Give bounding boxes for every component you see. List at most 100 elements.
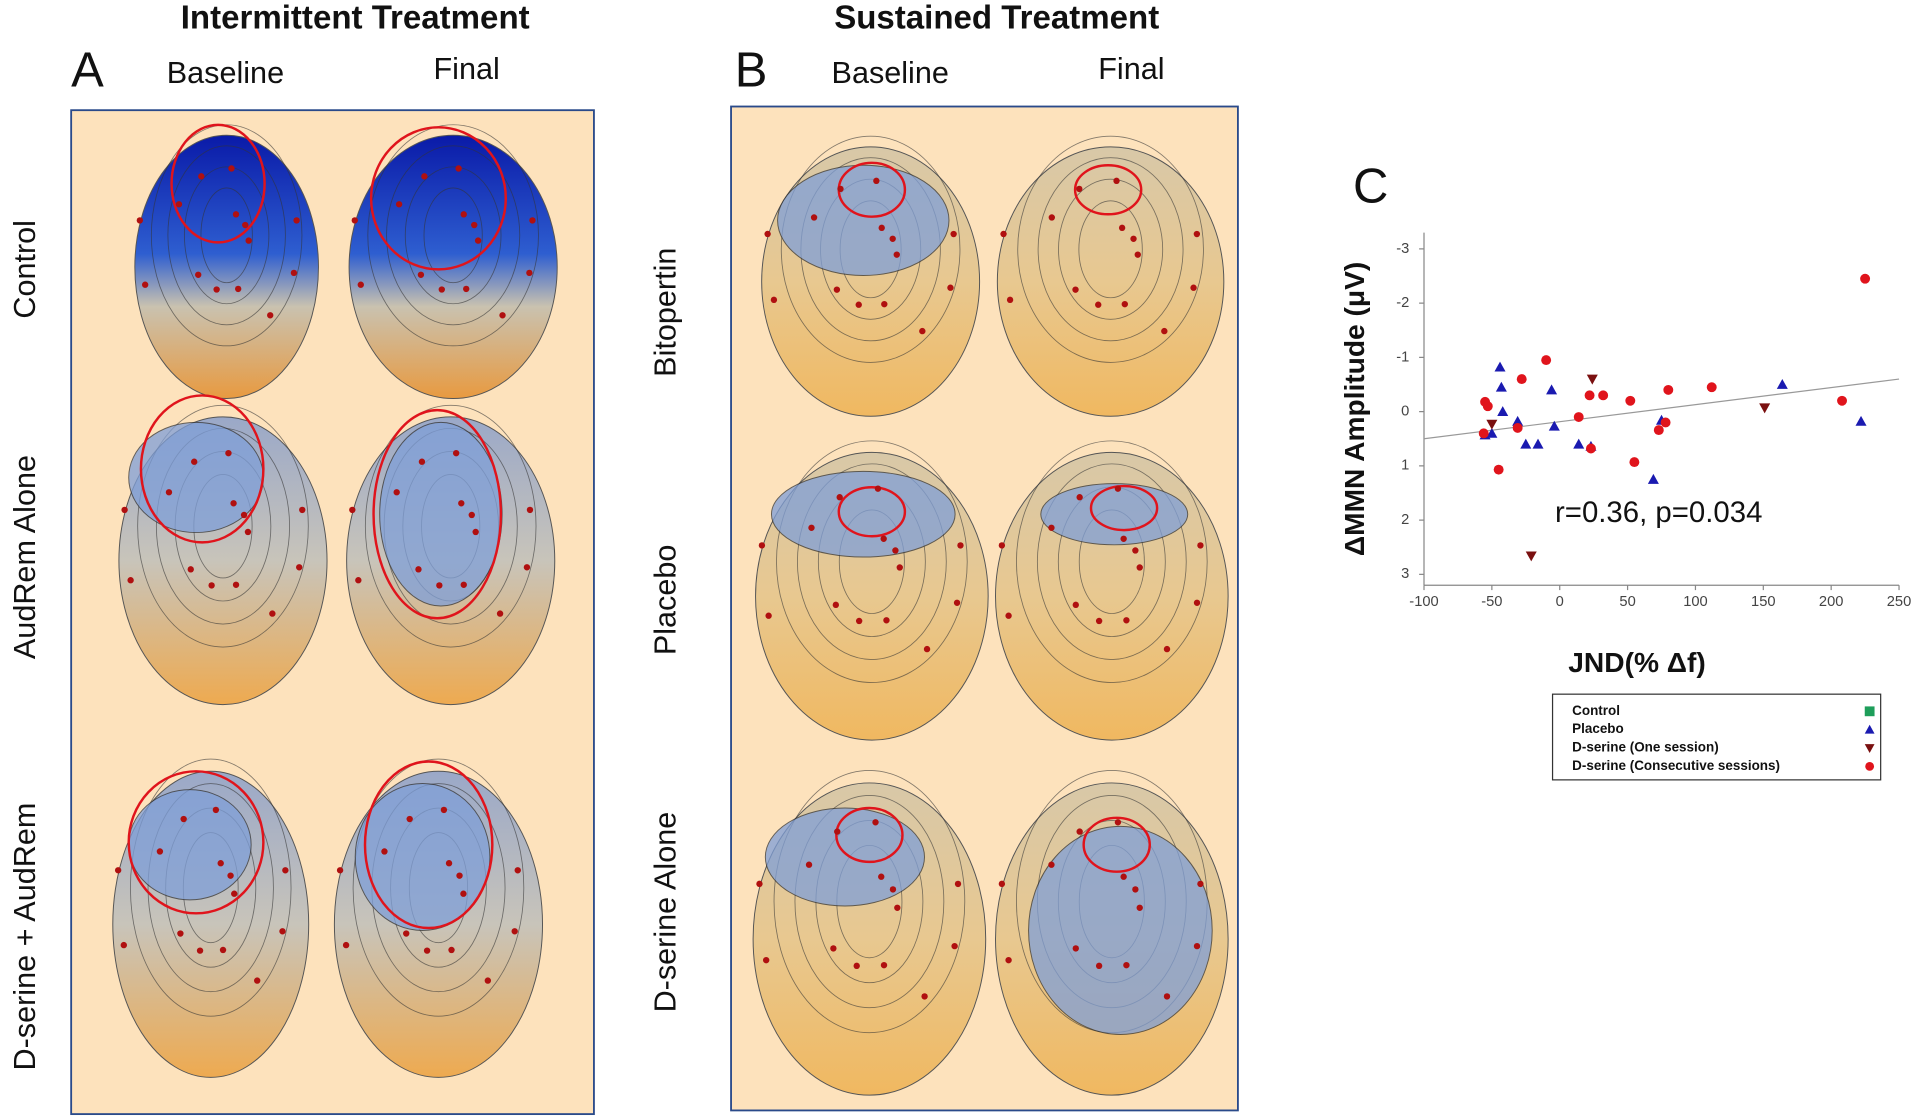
- column-label: Final: [1098, 52, 1164, 86]
- electrode: [758, 542, 766, 549]
- electrode: [231, 890, 238, 897]
- row-label: D-serine + AudRem: [8, 803, 42, 1071]
- electrode: [896, 564, 903, 571]
- electrode: [1134, 251, 1141, 258]
- electrode: [892, 547, 899, 554]
- electrode: [1197, 880, 1204, 888]
- panel-label: B: [735, 43, 768, 97]
- electrode: [225, 449, 232, 457]
- legend-label: D-serine (One session): [1572, 740, 1719, 755]
- electrode: [1076, 494, 1083, 501]
- electrode: [1123, 617, 1130, 624]
- marker: [1598, 390, 1609, 401]
- x-tick-label: -100: [1409, 594, 1438, 610]
- electrode: [526, 506, 534, 514]
- y-tick-label: -2: [1396, 295, 1409, 311]
- electrode: [1113, 177, 1120, 185]
- electrode: [837, 185, 844, 193]
- electrode: [998, 542, 1006, 549]
- electrode: [395, 201, 403, 208]
- electrode: [290, 269, 298, 277]
- electrode: [448, 946, 455, 954]
- legend-marker: [1864, 744, 1875, 753]
- panel-title: Sustained Treatment: [834, 0, 1159, 36]
- legend-box: [1551, 693, 1882, 781]
- electrode: [1118, 224, 1126, 232]
- row-label: Placebo: [648, 545, 682, 656]
- electrode: [406, 815, 413, 823]
- electrode: [136, 217, 144, 224]
- legend-label: D-serine (Consecutive sessions): [1572, 758, 1780, 773]
- marker: [1706, 382, 1717, 393]
- electrode: [269, 610, 276, 617]
- electrode: [889, 886, 897, 893]
- marker: [1541, 355, 1552, 366]
- electrode: [471, 221, 478, 229]
- electrode: [1120, 873, 1127, 880]
- y-tick-label: 1: [1401, 458, 1409, 474]
- trendline: [1423, 378, 1900, 440]
- electrode: [1048, 861, 1055, 868]
- electrode: [526, 269, 533, 277]
- electrode: [165, 489, 173, 496]
- electrode: [1121, 300, 1128, 308]
- marker: [1584, 390, 1595, 401]
- electrode: [351, 217, 358, 224]
- panel-label: C: [1353, 160, 1388, 214]
- electrode: [349, 506, 356, 514]
- electrode: [245, 237, 252, 244]
- electrode: [279, 928, 286, 935]
- electrode: [460, 211, 467, 218]
- electrode: [1076, 185, 1083, 193]
- marker: [1586, 374, 1598, 385]
- activation-patch: [777, 164, 950, 276]
- row-label: Bitopertin: [648, 248, 682, 377]
- x-tick-label: 150: [1751, 594, 1776, 610]
- electrode: [1197, 542, 1204, 549]
- activation-patch: [770, 470, 956, 558]
- electrode: [1072, 945, 1079, 952]
- row-label: Control: [8, 220, 42, 319]
- x-tick-label: 50: [1619, 594, 1635, 610]
- activation-patch: [1028, 825, 1213, 1036]
- region-outline: [170, 123, 266, 244]
- electrode: [878, 873, 885, 880]
- x-tick-label: 0: [1556, 594, 1564, 610]
- electrode: [834, 828, 841, 835]
- electrode: [219, 946, 227, 954]
- electrode: [873, 177, 880, 185]
- contour: [776, 440, 968, 683]
- electrode: [156, 848, 164, 855]
- contour: [1017, 135, 1204, 363]
- electrode: [1072, 601, 1079, 609]
- marker: [1494, 361, 1506, 372]
- electrode: [198, 173, 205, 180]
- electrode: [468, 511, 475, 519]
- electrode: [282, 867, 289, 874]
- marker: [1759, 403, 1771, 414]
- legend-marker: [1865, 761, 1875, 771]
- contour: [780, 135, 961, 363]
- electrode: [336, 867, 344, 874]
- electrode: [1048, 214, 1055, 221]
- electrode: [227, 872, 234, 879]
- column-label: Baseline: [167, 56, 284, 90]
- electrode: [195, 271, 202, 278]
- electrode: [832, 601, 840, 609]
- electrode: [1163, 645, 1171, 653]
- marker: [1486, 419, 1498, 430]
- electrode: [232, 581, 240, 588]
- electrode: [953, 599, 961, 606]
- electrode: [1132, 547, 1139, 554]
- contour: [367, 124, 539, 347]
- electrode: [187, 566, 194, 573]
- marker: [1497, 406, 1509, 417]
- electrode: [921, 993, 928, 1000]
- electrode: [177, 930, 184, 937]
- electrode: [1076, 828, 1083, 835]
- column-label: Final: [433, 52, 499, 86]
- contour: [200, 187, 253, 284]
- electrode: [853, 962, 860, 970]
- electrode: [455, 165, 462, 172]
